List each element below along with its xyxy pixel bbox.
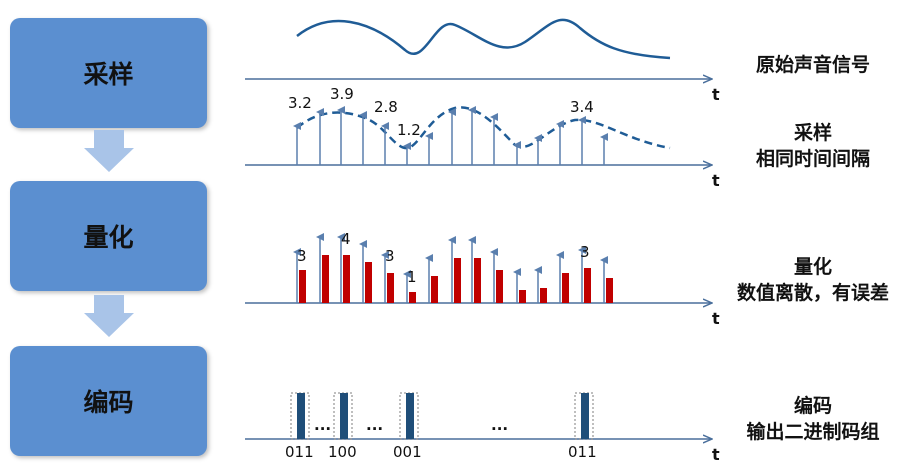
row-label-line: 原始声音信号	[755, 54, 870, 76]
row-label-line: 采样	[793, 122, 832, 144]
quant-bar	[606, 278, 613, 303]
stage-label-sampling: 采样	[83, 60, 134, 89]
code-word-label: 001	[393, 443, 422, 461]
quant-bar	[431, 276, 438, 303]
quant-bar	[496, 270, 503, 303]
code-block	[340, 393, 348, 439]
sample-value-label: 2.8	[374, 98, 398, 116]
code-blocks	[290, 392, 594, 440]
down-arrow-icon	[84, 130, 134, 172]
stage-box-encoding: 编码	[10, 346, 207, 456]
quant-bar	[343, 255, 350, 303]
quant-bar	[519, 290, 526, 303]
code-block	[297, 393, 305, 439]
time-axis-label: t	[712, 309, 720, 328]
stage-label-encoding: 编码	[83, 388, 134, 417]
row-label-encoding: 编码 输出二进制码组	[718, 393, 908, 445]
code-block	[581, 393, 589, 439]
quantized-bars	[293, 233, 613, 303]
quant-value-label: 3	[385, 247, 395, 265]
stage-box-sampling: 采样	[10, 18, 207, 128]
row-label-line: 相同时间间隔	[755, 148, 870, 170]
row-label-original-signal: 原始声音信号	[718, 52, 908, 78]
sample-value-label: 3.4	[570, 98, 594, 116]
quant-value-label: 4	[341, 230, 351, 248]
quant-bar	[454, 258, 461, 303]
quant-bar	[584, 268, 591, 303]
stage-label-quantization: 量化	[83, 223, 134, 252]
sample-value-label: 3.9	[330, 85, 354, 103]
quant-bar	[365, 262, 372, 303]
row-label-line: 输出二进制码组	[746, 421, 880, 443]
code-word-label: 100	[328, 443, 357, 461]
code-word-label: 011	[568, 443, 597, 461]
row-label-quantization: 量化 数值离散，有误差	[718, 254, 908, 306]
code-word-label: 011	[285, 443, 314, 461]
sampled-envelope-dashed	[296, 106, 671, 150]
time-axis-label: t	[712, 445, 720, 464]
row-label-line: 编码	[793, 395, 832, 417]
ellipsis: ...	[314, 416, 331, 434]
quant-value-label: 3	[580, 243, 590, 261]
stage-box-quantization: 量化	[10, 181, 207, 291]
row-label-line: 数值离散，有误差	[736, 282, 889, 304]
down-arrow-icon	[84, 295, 134, 337]
row-label-line: 量化	[793, 256, 832, 278]
sample-value-label: 1.2	[397, 121, 421, 139]
original-waveform	[296, 18, 671, 60]
ellipsis: ...	[491, 416, 508, 434]
quant-value-label: 1	[407, 268, 417, 286]
time-axis-label: t	[712, 85, 720, 104]
time-axis-label: t	[712, 171, 720, 190]
code-block	[406, 393, 414, 439]
quant-bar	[322, 255, 329, 303]
row-label-sampling: 采样 相同时间间隔	[718, 120, 908, 172]
sample-value-label: 3.2	[288, 94, 312, 112]
sample-stems	[293, 106, 608, 165]
quant-bar	[474, 258, 481, 303]
quant-bar	[540, 288, 547, 303]
quant-bar	[299, 270, 306, 303]
ellipsis: ...	[366, 416, 383, 434]
quant-bar	[387, 273, 394, 303]
quant-bar	[409, 292, 416, 303]
quant-value-label: 3	[297, 247, 307, 265]
quant-bar	[562, 273, 569, 303]
